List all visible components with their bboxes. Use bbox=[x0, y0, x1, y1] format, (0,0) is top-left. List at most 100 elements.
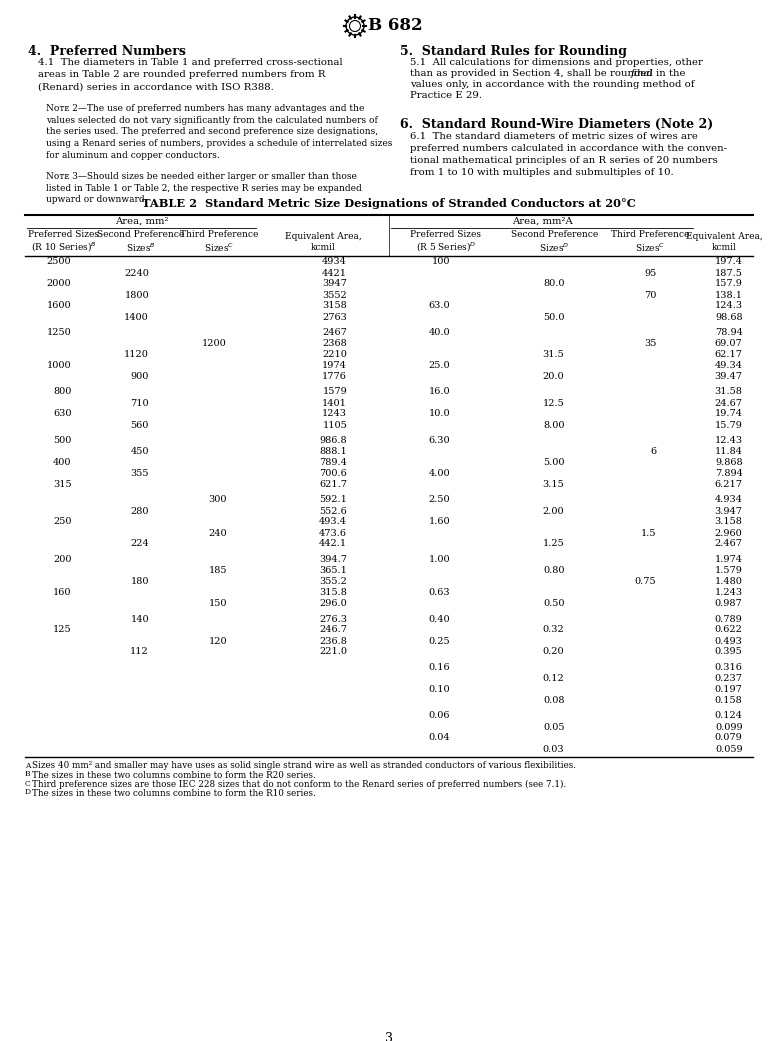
Text: 0.04: 0.04 bbox=[429, 734, 450, 742]
Text: 0.16: 0.16 bbox=[429, 663, 450, 672]
Text: 19.74: 19.74 bbox=[714, 409, 742, 418]
Text: 0.75: 0.75 bbox=[635, 577, 657, 586]
Text: 0.20: 0.20 bbox=[543, 648, 565, 657]
Text: 2.960: 2.960 bbox=[715, 529, 742, 537]
Text: 62.17: 62.17 bbox=[714, 350, 742, 359]
Text: Sizes 40 mm² and smaller may have uses as solid single strand wire as well as st: Sizes 40 mm² and smaller may have uses a… bbox=[32, 762, 576, 770]
Text: 31.58: 31.58 bbox=[715, 387, 742, 397]
Text: Equivalent Area,
kcmil: Equivalent Area, kcmil bbox=[285, 232, 362, 252]
Text: 1243: 1243 bbox=[322, 409, 347, 418]
Text: 0.622: 0.622 bbox=[715, 626, 742, 635]
Text: 3552: 3552 bbox=[322, 290, 347, 300]
Text: 0.06: 0.06 bbox=[429, 711, 450, 720]
Text: 1.974: 1.974 bbox=[714, 555, 742, 564]
Text: 1.25: 1.25 bbox=[543, 539, 565, 549]
Text: 240: 240 bbox=[209, 529, 227, 537]
Text: 2763: 2763 bbox=[322, 312, 347, 322]
Text: 355: 355 bbox=[131, 469, 149, 478]
Text: 1401: 1401 bbox=[322, 399, 347, 407]
Text: 800: 800 bbox=[53, 387, 72, 397]
Text: 710: 710 bbox=[131, 399, 149, 407]
Text: 1105: 1105 bbox=[322, 421, 347, 430]
Text: 2000: 2000 bbox=[47, 279, 72, 288]
Text: 160: 160 bbox=[53, 588, 72, 596]
Text: 69.07: 69.07 bbox=[715, 339, 742, 348]
Text: 124.3: 124.3 bbox=[714, 302, 742, 310]
Text: 0.10: 0.10 bbox=[429, 685, 450, 694]
Text: 2210: 2210 bbox=[322, 350, 347, 359]
Text: 6.217: 6.217 bbox=[714, 480, 742, 489]
Text: 0.25: 0.25 bbox=[429, 636, 450, 645]
Text: 5.  Standard Rules for Rounding: 5. Standard Rules for Rounding bbox=[400, 45, 627, 58]
Text: 3.158: 3.158 bbox=[715, 517, 742, 527]
Text: 552.6: 552.6 bbox=[319, 507, 347, 515]
Text: 1.480: 1.480 bbox=[715, 577, 742, 586]
Text: 4421: 4421 bbox=[322, 269, 347, 278]
Text: 39.47: 39.47 bbox=[714, 372, 742, 381]
Text: 2500: 2500 bbox=[47, 257, 72, 266]
Text: 6.  Standard Round-Wire Diameters (Note 2): 6. Standard Round-Wire Diameters (Note 2… bbox=[400, 118, 713, 131]
Text: 296.0: 296.0 bbox=[319, 599, 347, 608]
Text: 0.40: 0.40 bbox=[429, 614, 450, 624]
Text: 500: 500 bbox=[53, 436, 72, 445]
Text: Area, mm²: Area, mm² bbox=[114, 217, 168, 226]
Text: 20.0: 20.0 bbox=[543, 372, 565, 381]
Text: 120: 120 bbox=[209, 636, 227, 645]
Text: Practice E 29.: Practice E 29. bbox=[410, 91, 482, 100]
Text: 0.32: 0.32 bbox=[543, 626, 565, 635]
Text: 1250: 1250 bbox=[47, 328, 72, 337]
Text: D: D bbox=[25, 788, 31, 796]
Text: 3947: 3947 bbox=[322, 279, 347, 288]
Text: 197.4: 197.4 bbox=[714, 257, 742, 266]
Text: 1579: 1579 bbox=[322, 387, 347, 397]
Text: 630: 630 bbox=[53, 409, 72, 418]
Text: 621.7: 621.7 bbox=[319, 480, 347, 489]
Text: 1000: 1000 bbox=[47, 361, 72, 370]
Text: 11.84: 11.84 bbox=[714, 447, 742, 456]
Text: 70: 70 bbox=[644, 290, 657, 300]
Text: 138.1: 138.1 bbox=[714, 290, 742, 300]
Text: 180: 180 bbox=[131, 577, 149, 586]
Text: 0.099: 0.099 bbox=[715, 722, 742, 732]
Text: 0.059: 0.059 bbox=[715, 744, 742, 754]
Text: 1974: 1974 bbox=[322, 361, 347, 370]
Text: 394.7: 394.7 bbox=[319, 555, 347, 564]
Text: 12.43: 12.43 bbox=[714, 436, 742, 445]
Text: 224: 224 bbox=[130, 539, 149, 549]
Text: than as provided in Section 4, shall be rounded in the: than as provided in Section 4, shall be … bbox=[410, 69, 689, 78]
Text: 10.0: 10.0 bbox=[429, 409, 450, 418]
Text: 4.934: 4.934 bbox=[714, 496, 742, 505]
Text: TABLE 2  Standard Metric Size Designations of Stranded Conductors at 20°C: TABLE 2 Standard Metric Size Designation… bbox=[142, 198, 636, 209]
Text: 7.894: 7.894 bbox=[715, 469, 742, 478]
Text: 8.00: 8.00 bbox=[543, 421, 565, 430]
Text: 0.158: 0.158 bbox=[715, 696, 742, 705]
Text: 0.987: 0.987 bbox=[715, 599, 742, 608]
Text: 3: 3 bbox=[385, 1032, 393, 1041]
Text: 1120: 1120 bbox=[124, 350, 149, 359]
Text: 315.8: 315.8 bbox=[319, 588, 347, 596]
Text: 9.868: 9.868 bbox=[715, 458, 742, 467]
Text: 592.1: 592.1 bbox=[319, 496, 347, 505]
Text: 0.395: 0.395 bbox=[715, 648, 742, 657]
Text: 125: 125 bbox=[53, 626, 72, 635]
Text: 3.15: 3.15 bbox=[543, 480, 565, 489]
Text: 150: 150 bbox=[209, 599, 227, 608]
Text: 1.5: 1.5 bbox=[641, 529, 657, 537]
Text: 12.5: 12.5 bbox=[543, 399, 565, 407]
Text: 250: 250 bbox=[53, 517, 72, 527]
Text: 442.1: 442.1 bbox=[319, 539, 347, 549]
Text: 789.4: 789.4 bbox=[319, 458, 347, 467]
Text: 0.05: 0.05 bbox=[543, 722, 565, 732]
Text: 4.  Preferred Numbers: 4. Preferred Numbers bbox=[28, 45, 186, 58]
Text: 355.2: 355.2 bbox=[319, 577, 347, 586]
Text: 2368: 2368 bbox=[322, 339, 347, 348]
Text: 5.00: 5.00 bbox=[543, 458, 565, 467]
Text: The sizes in these two columns combine to form the R20 series.: The sizes in these two columns combine t… bbox=[32, 770, 316, 780]
Text: 473.6: 473.6 bbox=[319, 529, 347, 537]
Text: The sizes in these two columns combine to form the R10 series.: The sizes in these two columns combine t… bbox=[32, 788, 316, 797]
Text: 0.12: 0.12 bbox=[543, 674, 565, 683]
Text: 95: 95 bbox=[644, 269, 657, 278]
Text: Preferred Sizes
(R 10 Series)$^B$: Preferred Sizes (R 10 Series)$^B$ bbox=[28, 230, 99, 254]
Text: 5.1  All calculations for dimensions and properties, other: 5.1 All calculations for dimensions and … bbox=[410, 58, 703, 67]
Text: 236.8: 236.8 bbox=[319, 636, 347, 645]
